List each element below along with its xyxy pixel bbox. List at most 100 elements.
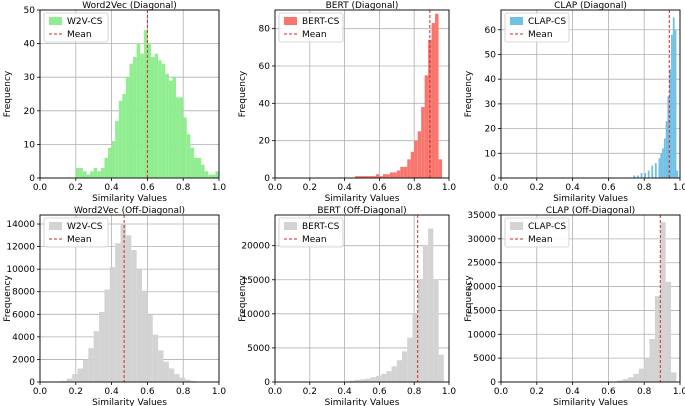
histogram-bar (150, 57, 155, 178)
histogram-bar (617, 380, 623, 382)
histogram-bar (179, 377, 185, 382)
histogram-bar (355, 379, 361, 382)
histogram-bar (211, 174, 216, 178)
histogram-bar (125, 235, 132, 382)
y-tick-label: 25000 (467, 259, 496, 269)
histogram-bar (75, 167, 80, 178)
histogram-bar (389, 172, 394, 178)
histogram-bar (168, 80, 173, 178)
legend: CLAP-CS Mean (504, 217, 570, 248)
chart-panel: 0.0 0.2 0.4 0.6 0.8 1.0 0 2000 4000 6000 8000 10000… (3, 206, 226, 406)
histogram-bar (640, 173, 643, 178)
y-tick-label: 10000 (6, 265, 35, 275)
chart-title: CLAP (Diagonal) (554, 1, 627, 11)
x-axis-label: Similarity Values (553, 398, 628, 406)
y-tick-label: 40 (485, 75, 497, 85)
y-tick-label: 20 (259, 137, 271, 147)
y-axis-label-group: Frequency (3, 70, 13, 117)
x-tick-label: 0.2 (530, 183, 544, 193)
y-tick-label: 50 (485, 50, 497, 60)
histogram-bar (99, 312, 105, 382)
histogram-bar (414, 140, 418, 178)
legend-label: BERT-CS (302, 222, 340, 232)
histogram-bar (362, 176, 366, 178)
legend-mean-label: Mean (528, 235, 553, 245)
histogram-bar (628, 377, 634, 382)
x-tick-label: 0.0 (494, 387, 509, 397)
axes-frame (274, 214, 450, 383)
histogram-bar (82, 359, 89, 382)
histogram-bar (651, 165, 654, 178)
histogram-bar (381, 373, 387, 382)
histogram-bar (662, 148, 664, 178)
histogram-bar (131, 249, 137, 382)
histogram-bar (665, 121, 668, 178)
histogram-bar (66, 378, 73, 382)
histogram-bar (104, 289, 110, 382)
x-axis-label: Similarity Values (92, 194, 167, 204)
histogram-bar (174, 374, 180, 382)
y-tick-label: 0 (490, 174, 496, 184)
x-tick-label: 0.0 (268, 183, 283, 193)
x-tick-label: 0.0 (33, 183, 48, 193)
y-tick-label: 0 (264, 378, 270, 388)
histogram-bar (136, 269, 143, 382)
histogram-bar (663, 138, 666, 178)
axes-frame (500, 9, 681, 179)
legend: BERT-CS Mean (278, 217, 344, 248)
legend: W2V-CS Mean (43, 12, 109, 43)
axes-frame (39, 9, 220, 179)
histogram-bar (649, 339, 655, 382)
histogram-bar (152, 334, 159, 382)
histogram-bar (658, 158, 661, 178)
histogram-bar (111, 141, 116, 178)
histogram-bar (115, 120, 119, 178)
histogram-bar (382, 174, 387, 178)
x-tick-label: 0.8 (176, 183, 191, 193)
histogram-bar (400, 166, 404, 178)
y-tick-label: 0 (490, 378, 496, 388)
histogram-bar (417, 279, 423, 382)
x-axis-label: Similarity Values (325, 398, 400, 406)
chart-panel: 0.0 0.2 0.4 0.6 0.8 1.0 0 5000 10000 15000 20000 25… (464, 206, 685, 406)
histogram-bar (184, 379, 191, 382)
legend-label: CLAP-CS (528, 222, 566, 232)
histogram-bar (396, 360, 403, 382)
y-tick-label: 10 (24, 140, 36, 150)
y-tick-label: 20000 (241, 242, 270, 252)
y-tick-label: 2000 (12, 355, 35, 365)
histogram-bar (349, 380, 356, 382)
histogram-bar (379, 176, 383, 178)
histogram-bar (667, 96, 670, 178)
chart-panel: 0.0 0.2 0.4 0.6 0.8 1.0 0 10 20 30 40 50 Word2Vec (D… (3, 1, 226, 204)
y-tick-label: 0 (29, 174, 35, 184)
x-axis-label: Similarity Values (553, 194, 628, 204)
histogram-bar (669, 69, 672, 178)
x-tick-label: 0.4 (104, 183, 119, 193)
y-axis-label-group: Frequency (464, 70, 474, 117)
x-tick-label: 0.0 (33, 387, 48, 397)
y-tick-label: 4000 (12, 333, 35, 343)
histogram-bar (168, 368, 175, 382)
histogram-bar (118, 100, 123, 178)
histogram-bar (129, 63, 134, 179)
x-tick-label: 1.0 (673, 387, 685, 397)
histogram-bar (143, 30, 148, 178)
y-tick-label: 30 (485, 100, 497, 110)
histogram-bar (93, 167, 98, 178)
axes-frame (500, 214, 681, 383)
histogram-bar (633, 175, 636, 178)
histogram-bar (190, 380, 196, 382)
histogram-bar (435, 13, 439, 178)
histogram-bar (100, 167, 105, 178)
x-tick-label: 0.8 (637, 183, 652, 193)
histogram-bar (97, 171, 101, 178)
y-tick-label: 0 (29, 378, 35, 388)
y-tick-label: 15000 (467, 306, 496, 316)
legend-swatch (510, 17, 523, 25)
y-tick-label: 5000 (473, 354, 496, 364)
histogram-bar (622, 379, 629, 382)
histogram-bar (215, 171, 219, 178)
histogram-bar (438, 159, 443, 178)
histogram-bar (208, 174, 212, 178)
